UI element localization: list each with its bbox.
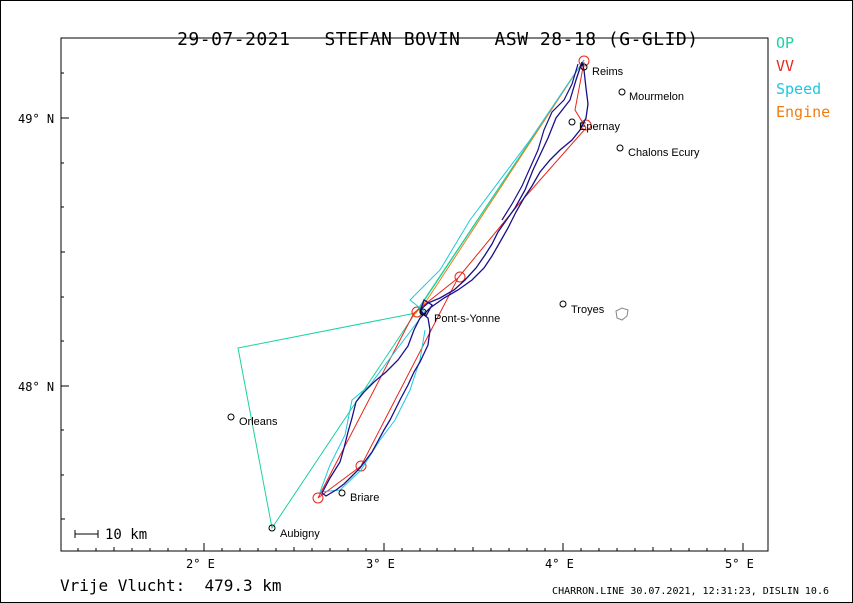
town-epernay: Epernay (579, 121, 620, 133)
pilot-name: STEFAN BOVIN (324, 29, 461, 50)
legend-op: OP (776, 34, 795, 52)
flight-title: 29-07-2021 STEFAN BOVIN ASW 28-18 (G-GLI… (0, 8, 853, 50)
lon-label-4: 4° E (545, 557, 574, 571)
lat-label-48: 48° N (18, 380, 54, 394)
lon-label-5: 5° E (725, 557, 754, 571)
lon-label-2: 2° E (186, 557, 215, 571)
scale-bar-label: 10 km (105, 527, 147, 543)
glider-type: ASW 28-18 (G-GLID) (494, 29, 699, 50)
town-reims: Reims (592, 66, 624, 78)
town-troyes: Troyes (571, 304, 605, 316)
lon-ticks (77, 543, 744, 551)
vv-turnpoints (312, 55, 592, 504)
flight-track-lead (501, 63, 579, 221)
legend-vv: VV (776, 57, 795, 75)
town-markers (227, 63, 626, 532)
town-chalons-ecury: Chalons Ecury (628, 147, 700, 159)
source-stamp: CHARRON.LINE 30.07.2021, 12:31:23, DISLI… (552, 586, 829, 597)
lat-ticks (61, 72, 69, 520)
vv-route (317, 61, 587, 499)
legend-speed: Speed (776, 80, 822, 98)
distance-summary: Vrije Vlucht: 479.3 km (60, 576, 282, 595)
lon-label-3: 3° E (366, 557, 395, 571)
flight-track (321, 61, 589, 497)
town-pont-s-yonne: Pont-s-Yonne (434, 313, 500, 325)
legend-engine: Engine (776, 103, 831, 121)
troyes-area (615, 307, 629, 321)
town-mourmelon: Mourmelon (629, 91, 684, 103)
town-orleans: Orleans (239, 416, 278, 428)
lat-label-49: 49° N (18, 112, 54, 126)
town-aubigny: Aubigny (280, 528, 320, 540)
speed-trace (319, 59, 585, 493)
town-briare: Briare (350, 492, 379, 504)
op-route (237, 59, 585, 530)
flight-date: 29-07-2021 (177, 29, 291, 50)
scale-bar (74, 530, 99, 538)
map-border (60, 37, 769, 552)
